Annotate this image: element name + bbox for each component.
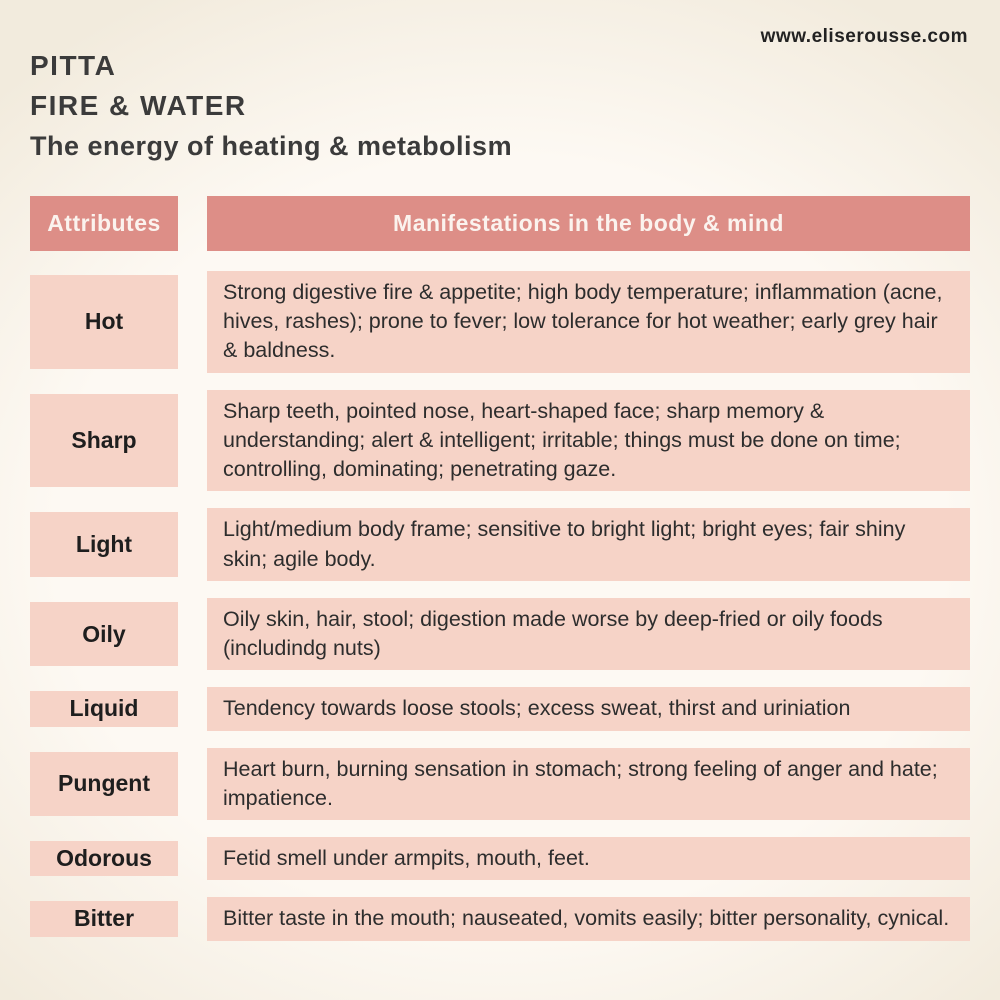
table-row: Oily Oily skin, hair, stool; digestion m… <box>30 597 970 671</box>
attribute-cell: Bitter <box>30 901 178 937</box>
attribute-cell: Odorous <box>30 841 178 877</box>
manifestation-cell: Bitter taste in the mouth; nauseated, vo… <box>207 897 970 941</box>
manifestation-cell: Fetid smell under armpits, mouth, feet. <box>207 837 970 881</box>
table-row: Hot Strong digestive fire & appetite; hi… <box>30 271 970 373</box>
manifestation-cell: Heart burn, burning sensation in stomach… <box>207 747 970 821</box>
column-header-manifestations: Manifestations in the body & mind <box>207 196 970 251</box>
attribute-cell: Hot <box>30 275 178 369</box>
attributes-table: Attributes Manifestations in the body & … <box>30 196 970 941</box>
attribute-cell: Oily <box>30 601 178 667</box>
page-subtitle: FIRE & WATER <box>30 90 247 121</box>
manifestation-cell: Tendency towards loose stools; excess sw… <box>207 687 970 731</box>
manifestation-cell: Oily skin, hair, stool; digestion made w… <box>207 597 970 671</box>
attribute-cell: Liquid <box>30 691 178 727</box>
attribute-cell: Sharp <box>30 393 178 488</box>
title-block: PITTA FIRE & WATER The energy of heating… <box>30 46 970 166</box>
table-row: Light Light/medium body frame; sensitive… <box>30 508 970 581</box>
attribute-cell: Pungent <box>30 751 178 817</box>
page-title: PITTA <box>30 50 117 81</box>
table-body: Hot Strong digestive fire & appetite; hi… <box>30 271 970 941</box>
manifestation-cell: Light/medium body frame; sensitive to br… <box>207 508 970 581</box>
column-header-attributes: Attributes <box>30 196 178 251</box>
manifestation-cell: Sharp teeth, pointed nose, heart-shaped … <box>207 389 970 492</box>
attribute-cell: Light <box>30 512 178 577</box>
table-row: Sharp Sharp teeth, pointed nose, heart-s… <box>30 389 970 492</box>
manifestation-cell: Strong digestive fire & appetite; high b… <box>207 271 970 373</box>
table-row: Liquid Tendency towards loose stools; ex… <box>30 687 970 731</box>
table-header-row: Attributes Manifestations in the body & … <box>30 196 970 251</box>
table-row: Odorous Fetid smell under armpits, mouth… <box>30 837 970 881</box>
website-url: www.eliserousse.com <box>760 26 968 47</box>
table-row: Bitter Bitter taste in the mouth; nausea… <box>30 897 970 941</box>
page-tagline: The energy of heating & metabolism <box>30 131 513 161</box>
table-row: Pungent Heart burn, burning sensation in… <box>30 747 970 821</box>
